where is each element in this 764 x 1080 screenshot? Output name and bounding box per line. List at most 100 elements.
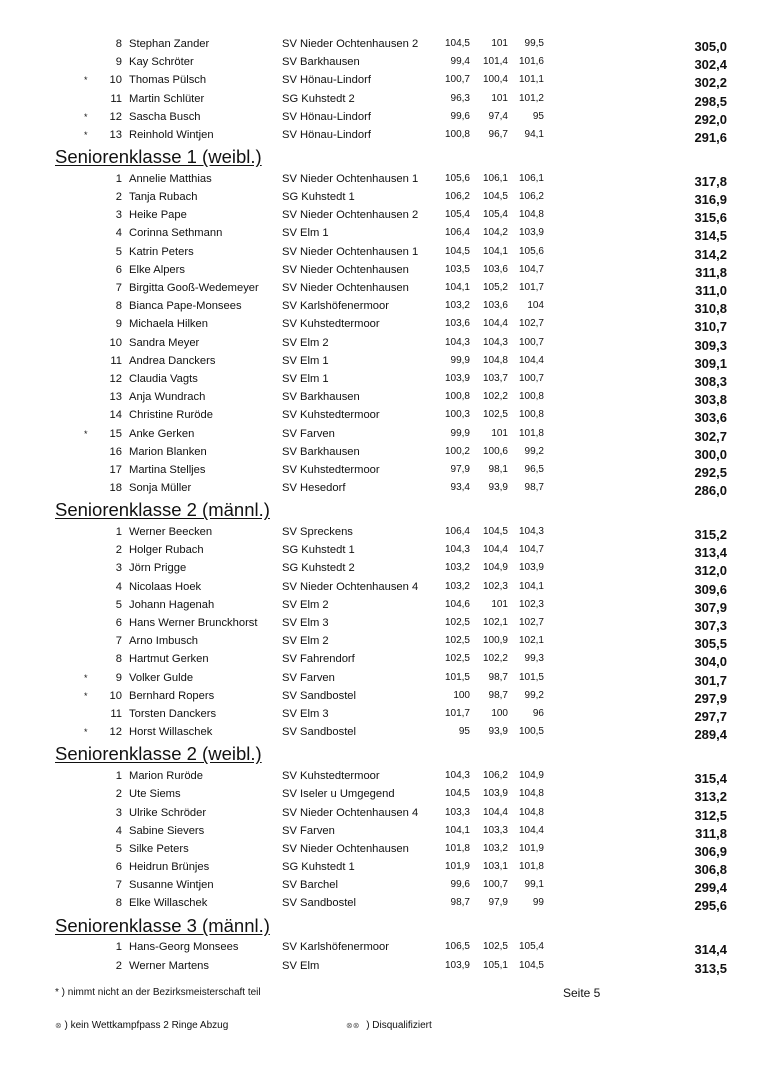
score-1: 104,3 (444, 544, 470, 556)
total-score: 286,0 (694, 483, 727, 499)
score-3: 104,9 (518, 770, 544, 782)
rank: 8 (115, 897, 122, 910)
score-2: 102,5 (482, 409, 508, 421)
shooter-name: Bianca Pape-Monsees (129, 300, 242, 313)
result-row: 14 Christine Ruröde SV Kuhstedtermoor 100,3… (0, 406, 764, 426)
total-score: 314,2 (694, 246, 727, 262)
rank: 13 (109, 128, 122, 141)
page-number: Seite 5 (563, 986, 601, 1000)
score-1: 103,3 (444, 806, 470, 818)
total-score: 310,8 (694, 301, 727, 317)
club-name: SV Barchel (282, 879, 338, 892)
total-score: 315,4 (694, 771, 727, 787)
score-1: 100,7 (444, 74, 470, 86)
score-2: 105,1 (482, 959, 508, 971)
score-1: 95 (458, 726, 470, 738)
club-name: SG Kuhstedt 2 (282, 92, 355, 105)
score-3: 102,1 (518, 635, 544, 647)
result-row: * 12 Sascha Busch SV Hönau-Lindorf 99,6 97,4 9… (0, 108, 764, 127)
score-1: 101,9 (444, 861, 470, 873)
score-3: 100,8 (518, 409, 544, 421)
score-2: 93,9 (488, 726, 508, 738)
score-1: 104,5 (444, 38, 470, 49)
rank: 7 (115, 635, 122, 648)
score-3: 101,6 (518, 56, 544, 68)
total-score: 312,5 (694, 807, 727, 823)
score-2: 102,1 (482, 617, 508, 629)
score-3: 101,5 (518, 671, 544, 683)
total-score: 315,2 (694, 527, 727, 543)
score-2: 97,4 (488, 110, 508, 122)
score-3: 104 (527, 300, 544, 312)
total-score: 302,7 (694, 428, 727, 444)
club-name: SV Iseler u Umgegend (282, 788, 395, 801)
club-name: SV Barkhausen (282, 56, 360, 69)
section-heading: Seniorenklasse 2 (weibl.) (0, 741, 764, 767)
score-1: 99,6 (450, 879, 470, 891)
club-name: SV Karlshöfenermoor (282, 300, 389, 313)
score-2: 104,5 (482, 526, 508, 538)
total-score: 308,3 (694, 373, 727, 389)
club-name: SV Kuhstedtermoor (282, 463, 380, 476)
shooter-name: Birgitta Gooß-Wedemeyer (129, 282, 259, 295)
shooter-name: Nicolaas Hoek (129, 580, 202, 593)
result-row: 1 Hans-Georg Monsees SV Karlshöfenermoor 10… (0, 938, 764, 958)
shooter-name: Andrea Danckers (129, 354, 216, 367)
result-row: 16 Marion Blanken SV Barkhausen 100,2 100,6 9… (0, 443, 764, 462)
shooter-name: Stephan Zander (129, 38, 210, 50)
club-name: SV Fahrendorf (282, 653, 355, 666)
rank: 3 (115, 562, 122, 575)
total-score: 309,6 (694, 581, 727, 597)
rank: 1 (115, 941, 122, 954)
total-score: 314,5 (694, 228, 727, 244)
club-name: SV Nieder Ochtenhausen 1 (282, 245, 419, 258)
shooter-name: Werner Martens (129, 959, 209, 972)
score-3: 104,3 (518, 526, 544, 538)
total-score: 304,0 (694, 654, 727, 670)
rank: 11 (110, 707, 122, 720)
score-2: 101 (491, 38, 508, 49)
score-2: 101 (491, 427, 508, 439)
rank: 11 (110, 92, 122, 105)
result-row: 9 Michaela Hilken SV Kuhstedtermoor 103,6 10… (0, 315, 764, 335)
result-row: * 9 Volker Gulde SV Farven 101,5 98,7 101,5 301… (0, 669, 764, 688)
shooter-name: Arno Imbusch (129, 635, 199, 648)
score-1: 105,4 (444, 209, 470, 221)
rank: 2 (115, 544, 122, 557)
total-score: 311,8 (695, 825, 727, 841)
total-score: 303,6 (694, 410, 727, 426)
result-row: 13 Anja Wundrach SV Barkhausen 100,8 102,2 10… (0, 388, 764, 408)
total-score: 310,7 (694, 319, 727, 335)
legend-no-pass: ⊗ ) kein Wettkampfpass 2 Ringe Abzug (55, 1020, 229, 1031)
shooter-name: Tanja Rubach (129, 191, 198, 204)
total-score: 303,8 (694, 392, 727, 408)
score-3: 102,3 (518, 598, 544, 610)
score-1: 106,4 (444, 227, 470, 239)
rank: 7 (115, 282, 122, 295)
score-3: 99,5 (524, 38, 544, 49)
section-heading: Seniorenklasse 3 (männl.) (0, 913, 764, 939)
result-row: 17 Martina Stelljes SV Kuhstedtermoor 97,9 9… (0, 461, 764, 480)
result-row: 11 Torsten Danckers SV Elm 3 101,7 100 96 297,… (0, 705, 764, 724)
total-score: 306,8 (694, 862, 727, 878)
section-heading-text: Seniorenklasse 2 (männl.) (55, 499, 270, 521)
result-row: 6 Hans Werner Brunckhorst SV Elm 3 102,5 102… (0, 614, 764, 633)
score-3: 104,4 (518, 824, 544, 836)
score-1: 99,9 (450, 427, 470, 439)
total-score: 302,2 (694, 75, 727, 91)
result-row: 4 Sabine Sievers SV Farven 104,1 103,3 104,4 3… (0, 822, 764, 841)
score-1: 101,7 (444, 707, 470, 719)
club-name: SV Nieder Ochtenhausen 4 (282, 580, 419, 593)
score-1: 99,4 (450, 56, 470, 68)
rank: 6 (115, 861, 122, 874)
rank: 18 (109, 482, 122, 495)
total-score: 301,7 (694, 672, 727, 688)
total-score: 314,4 (694, 942, 727, 958)
score-2: 100,4 (482, 74, 508, 86)
score-1: 103,9 (444, 372, 470, 384)
score-1: 103,2 (444, 300, 470, 312)
score-1: 100,3 (444, 409, 470, 421)
shooter-name: Johann Hagenah (129, 598, 215, 611)
club-name: SG Kuhstedt 1 (282, 191, 355, 204)
score-3: 102,7 (518, 318, 544, 330)
